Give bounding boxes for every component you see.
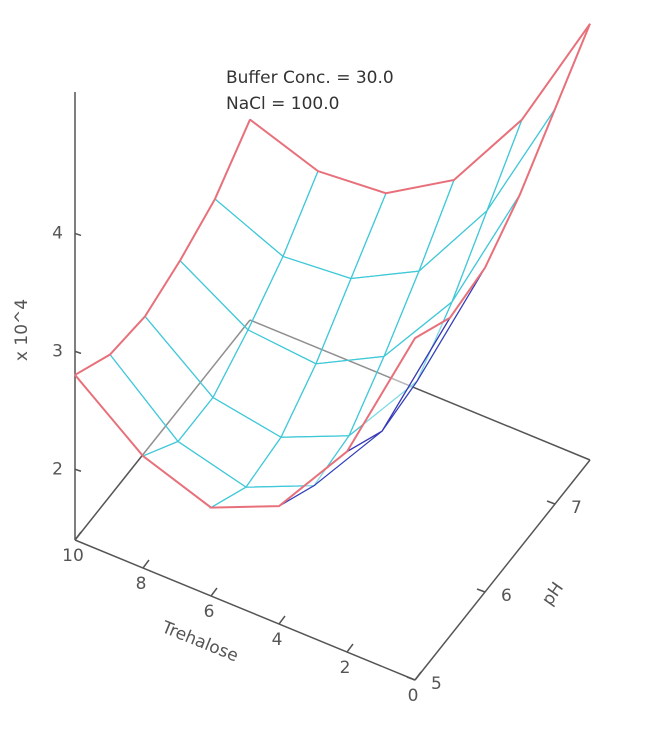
z-tick-label: 4 [52, 223, 63, 243]
surface-edge [249, 23, 591, 195]
x-tick-label: 10 [62, 546, 84, 566]
y-axis-title: pH [538, 579, 568, 610]
x-tick-label: 4 [272, 630, 283, 650]
axis-line [74, 539, 416, 681]
x-tick-label: 2 [340, 658, 351, 678]
surface-edge [414, 23, 591, 339]
y-tick [546, 500, 556, 505]
x-axis-title: Trehalose [158, 617, 241, 666]
y-tick-label: 7 [571, 498, 582, 518]
x-tick [346, 643, 354, 653]
annotation: NaCl = 100.0 [226, 94, 339, 114]
x-tick [142, 559, 150, 569]
axis-line [249, 319, 591, 461]
z-tick-label: 2 [52, 459, 63, 479]
x-tick-label: 6 [204, 602, 215, 622]
surface-cell [486, 23, 591, 212]
axis-line [74, 319, 251, 541]
y-tick [406, 676, 416, 681]
y-tick [476, 588, 486, 593]
y-tick-label: 6 [501, 586, 512, 606]
z-tick-label: 3 [52, 341, 63, 361]
x-tick [74, 531, 82, 541]
z-tick [74, 468, 82, 472]
annotation: Buffer Conc. = 30.0 [226, 68, 394, 88]
y-tick-label: 5 [431, 674, 442, 694]
z-tick [74, 232, 82, 237]
x-tick-label: 0 [408, 686, 419, 706]
x-tick-label: 8 [136, 574, 147, 594]
x-tick [278, 615, 286, 625]
x-tick [210, 587, 218, 597]
z-tick [74, 350, 82, 355]
surface-edge [74, 337, 416, 509]
surface-edge [74, 119, 251, 376]
x-tick [414, 671, 422, 681]
z-axis-title: x 10^4 [12, 299, 32, 361]
axis-line [414, 459, 591, 681]
